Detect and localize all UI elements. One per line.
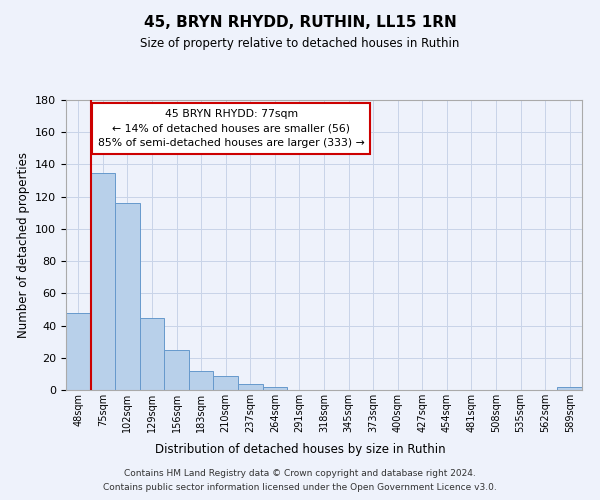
- Text: 45 BRYN RHYDD: 77sqm
← 14% of detached houses are smaller (56)
85% of semi-detac: 45 BRYN RHYDD: 77sqm ← 14% of detached h…: [98, 108, 364, 148]
- Text: Contains HM Land Registry data © Crown copyright and database right 2024.: Contains HM Land Registry data © Crown c…: [124, 468, 476, 477]
- Bar: [164, 350, 189, 390]
- Text: Size of property relative to detached houses in Ruthin: Size of property relative to detached ho…: [140, 38, 460, 51]
- Bar: [189, 370, 214, 390]
- Y-axis label: Number of detached properties: Number of detached properties: [17, 152, 29, 338]
- Bar: [214, 376, 238, 390]
- Bar: [140, 318, 164, 390]
- Bar: [115, 203, 140, 390]
- Text: Distribution of detached houses by size in Ruthin: Distribution of detached houses by size …: [155, 442, 445, 456]
- Bar: [66, 312, 91, 390]
- Text: Contains public sector information licensed under the Open Government Licence v3: Contains public sector information licen…: [103, 484, 497, 492]
- Bar: [263, 387, 287, 390]
- Bar: [557, 387, 582, 390]
- Text: 45, BRYN RHYDD, RUTHIN, LL15 1RN: 45, BRYN RHYDD, RUTHIN, LL15 1RN: [143, 15, 457, 30]
- Bar: [91, 172, 115, 390]
- Bar: [238, 384, 263, 390]
